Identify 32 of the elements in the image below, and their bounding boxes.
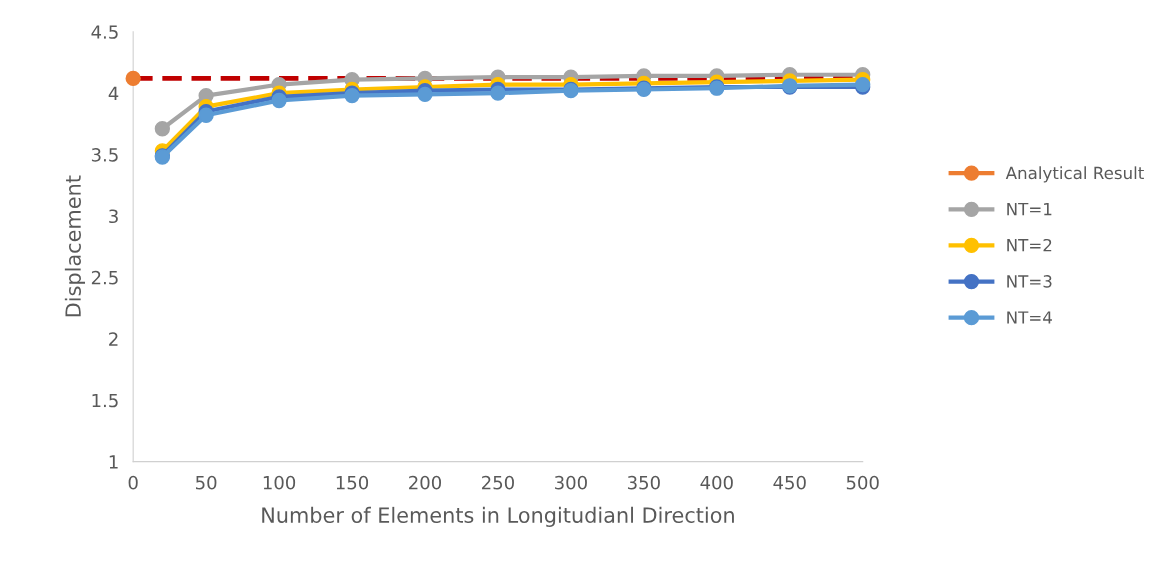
legend-label: Analytical Result <box>1005 166 1144 183</box>
x-tick-label: 0 <box>128 475 138 490</box>
y-tick-label: 2.5 <box>91 270 118 285</box>
x-tick-label: 400 <box>700 475 733 490</box>
point <box>490 85 506 101</box>
point <box>154 121 170 137</box>
y-axis-title: Displacement <box>64 175 86 317</box>
x-tick-label: 500 <box>846 475 879 490</box>
y-tick-label: 2 <box>109 332 118 346</box>
x-tick-label: 350 <box>627 475 660 490</box>
x-tick-label: 100 <box>263 475 296 490</box>
y-tick-label: 1.5 <box>92 393 118 408</box>
legend-label: NT=3 <box>1007 275 1052 288</box>
y-tick-label: 1 <box>109 455 118 469</box>
point <box>271 92 287 109</box>
legend-label: NT=1 <box>1007 202 1052 216</box>
y-tick-label: 4.5 <box>91 25 118 39</box>
legend-label: NT=2 <box>1007 238 1052 252</box>
y-tick-label: 4 <box>108 86 119 100</box>
point <box>198 107 214 123</box>
x-tick-label: 50 <box>196 475 217 490</box>
x-axis-title: Number of Elements in Longitudianl Direction <box>262 506 734 528</box>
y-tick-label: 3.5 <box>91 148 118 162</box>
legend-label: NT=4 <box>1007 311 1052 324</box>
point <box>417 86 433 103</box>
x-tick-label: 250 <box>482 475 514 490</box>
x-tick-label: 300 <box>555 475 587 490</box>
x-tick-label: 200 <box>409 475 442 490</box>
x-tick-label: 450 <box>773 475 806 490</box>
point <box>125 70 141 87</box>
y-tick-label: 3 <box>109 209 118 224</box>
x-tick-label: 150 <box>336 475 369 490</box>
